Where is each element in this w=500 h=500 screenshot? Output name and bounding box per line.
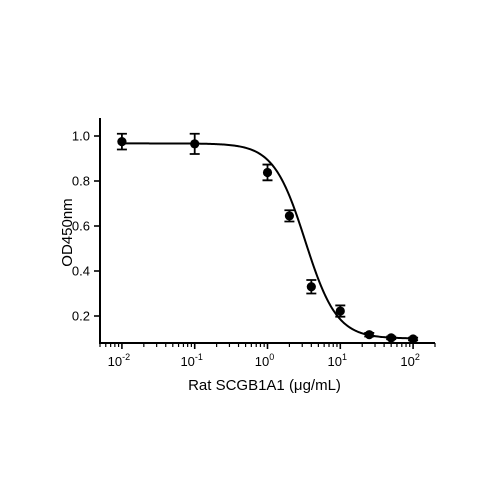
data-point bbox=[262, 167, 273, 178]
x-tick-label: 101 bbox=[328, 352, 347, 369]
x-tick-exponent: 2 bbox=[415, 352, 420, 362]
x-tick-base: 10 bbox=[328, 354, 342, 369]
data-point bbox=[408, 334, 418, 344]
y-ticks: 0.2 0.4 0.6 0.8 1.0 bbox=[72, 129, 100, 324]
x-ticks: 10-2 10-1 100 101 102 bbox=[99, 343, 436, 369]
fit-curve bbox=[121, 142, 414, 340]
x-tick-exponent: -1 bbox=[195, 352, 203, 362]
data-points bbox=[117, 137, 418, 344]
data-point bbox=[284, 211, 295, 221]
x-tick-label: 100 bbox=[255, 352, 274, 369]
x-tick-base: 10 bbox=[180, 354, 194, 369]
data-point bbox=[306, 282, 316, 292]
x-axis-title: Rat SCGB1A1 (μg/mL) bbox=[188, 377, 341, 394]
x-tick-label: 10-1 bbox=[180, 352, 202, 369]
error-bars bbox=[116, 132, 419, 342]
y-tick-label: 0.8 bbox=[72, 174, 90, 189]
x-tick-exponent: -2 bbox=[122, 352, 130, 362]
data-point bbox=[386, 333, 396, 343]
x-tick-label: 102 bbox=[400, 352, 419, 369]
x-tick-base: 10 bbox=[255, 354, 269, 369]
data-point bbox=[190, 139, 200, 149]
y-axis-title: OD450nm bbox=[59, 198, 76, 266]
data-point bbox=[335, 306, 345, 316]
y-tick-label: 0.4 bbox=[72, 264, 90, 279]
x-tick-label: 10-2 bbox=[108, 352, 130, 369]
fit-curve-group bbox=[121, 142, 414, 340]
axes bbox=[99, 118, 435, 344]
x-tick-exponent: 1 bbox=[342, 352, 347, 362]
x-tick-base: 10 bbox=[400, 354, 414, 369]
data-point bbox=[364, 330, 374, 340]
x-tick-exponent: 0 bbox=[269, 352, 274, 362]
y-tick-label: 0.2 bbox=[72, 309, 90, 324]
data-point bbox=[117, 137, 127, 147]
x-tick-base: 10 bbox=[108, 354, 122, 369]
y-tick-label: 1.0 bbox=[72, 129, 90, 144]
y-tick-label: 0.6 bbox=[72, 219, 90, 234]
